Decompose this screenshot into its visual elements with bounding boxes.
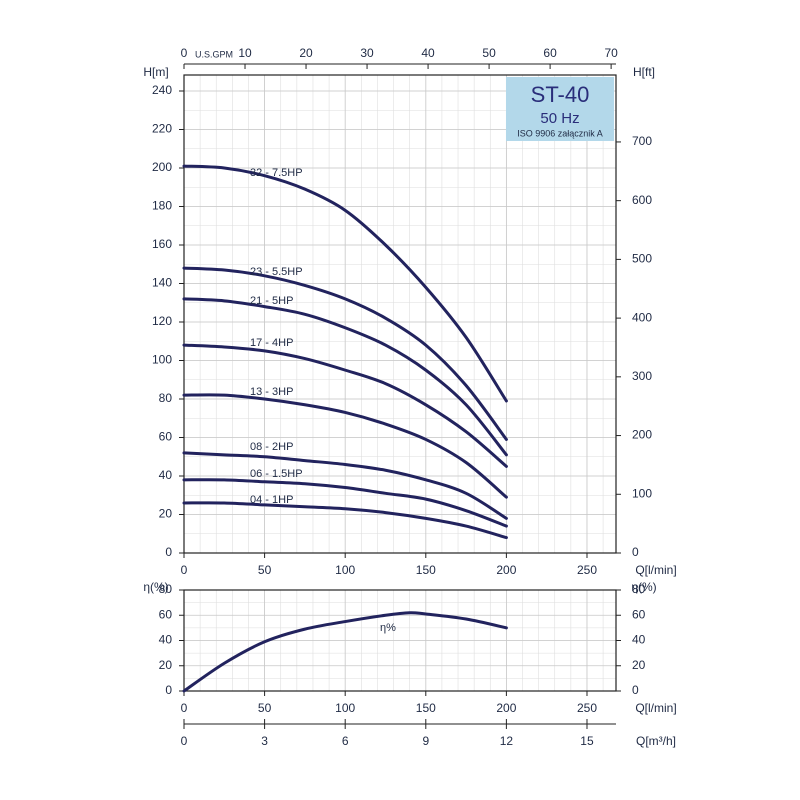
x-tick-label: 50 <box>258 563 272 577</box>
badge-box <box>506 77 614 141</box>
x3-tick-label: 12 <box>500 734 514 748</box>
curve <box>182 478 508 528</box>
y-axis-label: H[m] <box>143 65 168 79</box>
y-tick-label: 40 <box>159 633 173 647</box>
y-tick-label: 40 <box>159 468 173 482</box>
y2-tick-label: 100 <box>632 486 652 500</box>
x-axis-label: Q[l/min] <box>635 563 676 577</box>
y-tick-label: 180 <box>152 199 172 213</box>
y-tick-label: 20 <box>159 507 173 521</box>
y2-axis-label: H[ft] <box>633 65 655 79</box>
y2-tick-label: 80 <box>632 582 646 596</box>
curve <box>182 164 508 403</box>
x-tick-label: 0 <box>181 563 188 577</box>
y-tick-label: 100 <box>152 353 172 367</box>
y2-tick-label: 700 <box>632 134 652 148</box>
curve <box>182 297 508 457</box>
y2-tick-label: 20 <box>632 658 646 672</box>
x-tick-label: 250 <box>577 563 597 577</box>
y-axis-label: η(%) <box>143 580 168 594</box>
x2-tick-label: 40 <box>421 46 435 60</box>
curve <box>182 393 508 499</box>
badge-subtitle: 50 Hz <box>540 110 579 127</box>
curve-label: 21 - 5HP <box>250 295 293 307</box>
y2-tick-label: 0 <box>632 545 639 559</box>
plot-frame <box>183 589 617 692</box>
x-tick-label: 50 <box>258 701 272 715</box>
y2-tick-label: 500 <box>632 252 652 266</box>
y-tick-label: 80 <box>159 391 173 405</box>
y2-axis-label: η(%) <box>631 580 656 594</box>
x2-tick-label: 20 <box>299 46 313 60</box>
x3-tick-label: 9 <box>422 734 429 748</box>
y-tick-label: 140 <box>152 276 172 290</box>
curve-label: 04 - 1HP <box>250 494 293 506</box>
x2-tick-label: 50 <box>482 46 496 60</box>
y-tick-label: 60 <box>159 430 173 444</box>
y2-tick-label: 0 <box>632 683 639 697</box>
y2-tick-label: 200 <box>632 428 652 442</box>
y-tick-label: 0 <box>165 545 172 559</box>
x2-tick-label: 30 <box>360 46 374 60</box>
y-tick-label: 240 <box>152 83 172 97</box>
curve <box>182 266 508 441</box>
x-tick-label: 250 <box>577 701 597 715</box>
curve-label: 13 - 3HP <box>250 386 293 398</box>
curve <box>182 451 508 520</box>
x-tick-label: 0 <box>181 701 188 715</box>
badge-title: ST-40 <box>531 82 590 107</box>
x2-axis-label: U.S.GPM <box>195 49 233 59</box>
curve-label: 23 - 5.5HP <box>250 266 303 278</box>
y2-tick-label: 40 <box>632 633 646 647</box>
x-tick-label: 150 <box>416 563 436 577</box>
curve-label: 08 - 2HP <box>250 441 293 453</box>
badge-note: ISO 9906 załącznik A <box>517 128 603 138</box>
y2-tick-label: 300 <box>632 369 652 383</box>
y-tick-label: 160 <box>152 237 172 251</box>
x2-tick-label: 70 <box>604 46 618 60</box>
x3-tick-label: 6 <box>342 734 349 748</box>
x-tick-label: 200 <box>496 563 516 577</box>
y-tick-label: 80 <box>159 582 173 596</box>
y-tick-label: 20 <box>159 658 173 672</box>
x-tick-label: 100 <box>335 563 355 577</box>
x-tick-label: 150 <box>416 701 436 715</box>
x3-tick-label: 0 <box>181 734 188 748</box>
curve <box>182 343 508 468</box>
curve <box>182 611 508 693</box>
x-axis-label: Q[l/min] <box>635 701 676 715</box>
curve-label: 17 - 4HP <box>250 337 293 349</box>
y2-tick-label: 60 <box>632 607 646 621</box>
x-tick-label: 200 <box>496 701 516 715</box>
curve-label: 32 - 7.5HP <box>250 167 303 179</box>
curve-label: η% <box>380 622 396 634</box>
x2-tick-label: 10 <box>238 46 252 60</box>
x3-tick-label: 15 <box>580 734 594 748</box>
x2-tick-label: 60 <box>543 46 557 60</box>
y2-tick-label: 600 <box>632 193 652 207</box>
x2-tick-label: 0 <box>181 46 188 60</box>
x-tick-label: 100 <box>335 701 355 715</box>
y-tick-label: 60 <box>159 607 173 621</box>
curve <box>182 501 508 540</box>
curve-label: 06 - 1.5HP <box>250 468 303 480</box>
y-tick-label: 120 <box>152 314 172 328</box>
plot-frame <box>183 74 617 554</box>
x3-tick-label: 3 <box>261 734 268 748</box>
y-tick-label: 200 <box>152 160 172 174</box>
y2-tick-label: 400 <box>632 310 652 324</box>
y-tick-label: 220 <box>152 122 172 136</box>
x3-axis-label: Q[m³/h] <box>636 734 676 748</box>
y-tick-label: 0 <box>165 683 172 697</box>
